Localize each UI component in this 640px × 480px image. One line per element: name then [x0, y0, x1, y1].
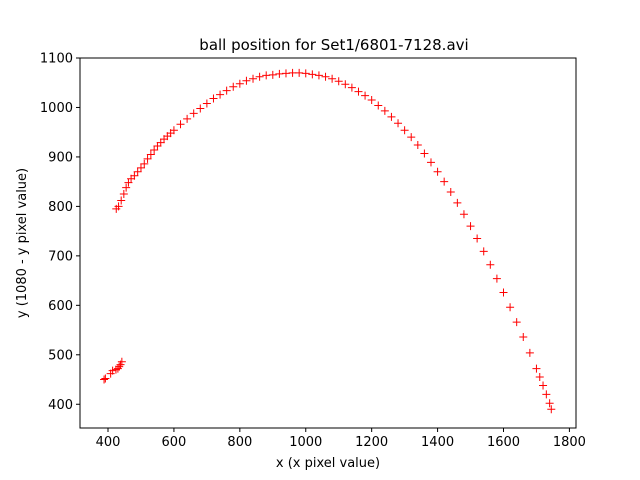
- data-point: [242, 76, 251, 85]
- data-point: [133, 167, 142, 176]
- data-point: [222, 86, 231, 95]
- data-point: [156, 138, 165, 147]
- data-point: [380, 106, 389, 115]
- data-point: [321, 72, 330, 81]
- y-tick-label: 500: [48, 348, 73, 363]
- data-point: [532, 364, 541, 373]
- data-point: [209, 94, 218, 103]
- data-point: [433, 167, 442, 176]
- y-tick-label: 1100: [40, 52, 73, 67]
- y-tick-label: 900: [48, 150, 73, 165]
- data-point: [100, 375, 109, 384]
- data-point: [387, 112, 396, 121]
- data-point: [216, 90, 225, 99]
- data-point: [394, 119, 403, 128]
- x-tick-label: 1600: [487, 435, 520, 450]
- data-point: [136, 163, 145, 172]
- data-point: [446, 188, 455, 197]
- data-point: [545, 399, 554, 408]
- data-point: [115, 362, 124, 371]
- plot-frame: [79, 57, 577, 429]
- data-point: [119, 190, 128, 199]
- data-point: [150, 146, 159, 155]
- y-tick-label: 1000: [40, 101, 73, 116]
- data-point: [328, 74, 337, 83]
- data-point: [547, 405, 556, 414]
- data-point: [146, 150, 155, 159]
- data-point: [473, 234, 482, 243]
- data-point: [413, 141, 422, 150]
- data-point: [453, 198, 462, 207]
- data-point: [122, 183, 131, 192]
- data-point: [235, 79, 244, 88]
- data-point: [268, 70, 277, 79]
- data-point: [400, 126, 409, 135]
- x-tick-label: 1800: [553, 435, 586, 450]
- data-point: [114, 202, 123, 211]
- data-point: [308, 70, 317, 79]
- data-point: [367, 96, 376, 105]
- data-point: [512, 318, 521, 327]
- data-point: [525, 348, 534, 357]
- chart-title: ball position for Set1/6801-7128.avi: [199, 36, 468, 54]
- data-point: [542, 390, 551, 399]
- data-point: [492, 274, 501, 283]
- data-point: [486, 260, 495, 269]
- y-axis-ticks: 400 500 600 700 800 900 1000 1100: [40, 52, 80, 413]
- data-point: [117, 196, 126, 205]
- x-tick-label: 400: [96, 435, 121, 450]
- data-point: [101, 374, 110, 383]
- data-point: [301, 69, 310, 78]
- data-point: [202, 99, 211, 108]
- data-point: [479, 247, 488, 256]
- data-points: [100, 68, 556, 414]
- data-point: [153, 142, 162, 151]
- data-point: [169, 126, 178, 135]
- data-point: [314, 71, 323, 80]
- y-tick-label: 600: [48, 299, 73, 314]
- x-axis-ticks: 400 600 800 1000 1200 1400 1600 1800: [96, 428, 586, 450]
- x-tick-label: 600: [162, 435, 187, 450]
- data-point: [440, 177, 449, 186]
- data-point: [183, 114, 192, 123]
- data-point: [466, 222, 475, 231]
- data-point: [426, 158, 435, 167]
- data-point: [255, 72, 264, 81]
- x-axis-label: x (x pixel value): [276, 456, 380, 471]
- data-point: [539, 381, 548, 390]
- data-point: [334, 77, 343, 86]
- data-point: [108, 366, 117, 375]
- data-point: [341, 80, 350, 89]
- data-point: [420, 149, 429, 158]
- data-point: [361, 91, 370, 100]
- data-point: [407, 133, 416, 142]
- data-point: [519, 332, 528, 341]
- data-point: [459, 210, 468, 219]
- data-point: [249, 74, 258, 83]
- data-point: [130, 171, 139, 180]
- data-point: [140, 159, 149, 168]
- x-tick-label: 1200: [355, 435, 388, 450]
- x-tick-label: 1000: [289, 435, 322, 450]
- data-point: [229, 82, 238, 91]
- y-tick-label: 400: [48, 398, 73, 413]
- y-axis-label: y (1080 - y pixel value): [15, 168, 30, 318]
- x-tick-label: 1400: [421, 435, 454, 450]
- data-point: [354, 87, 363, 96]
- data-point: [499, 288, 508, 297]
- data-point: [347, 83, 356, 92]
- data-point: [117, 357, 126, 366]
- data-point: [189, 109, 198, 118]
- data-point: [196, 104, 205, 113]
- y-tick-label: 800: [48, 200, 73, 215]
- data-point: [176, 120, 185, 129]
- data-point: [374, 101, 383, 110]
- data-point: [506, 303, 515, 312]
- data-point: [535, 373, 544, 382]
- y-tick-label: 700: [48, 249, 73, 264]
- x-tick-label: 800: [227, 435, 252, 450]
- data-point: [143, 154, 152, 163]
